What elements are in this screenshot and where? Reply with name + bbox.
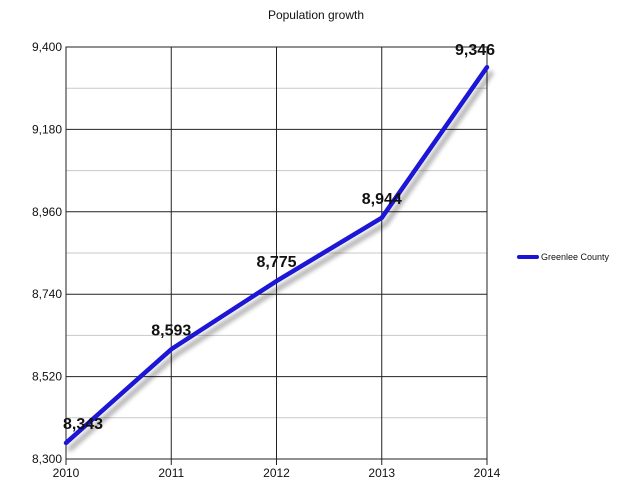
y-tick-label: 9,180 bbox=[32, 122, 62, 136]
x-axis: 2010 2011 2012 2013 2014 bbox=[53, 459, 501, 480]
x-tick-label: 2014 bbox=[474, 466, 501, 480]
x-tick-label: 2010 bbox=[53, 466, 80, 480]
data-label: 9,346 bbox=[455, 42, 495, 59]
y-tick-label: 8,300 bbox=[32, 452, 62, 466]
y-tick-label: 8,520 bbox=[32, 370, 62, 384]
chart-title: Population growth bbox=[268, 8, 364, 22]
legend: Greenlee County bbox=[517, 252, 610, 262]
series-line bbox=[63, 64, 490, 446]
x-tick-label: 2011 bbox=[158, 466, 184, 480]
y-axis: 8,300 8,520 8,740 8,960 9,180 9,400 bbox=[32, 40, 62, 466]
legend-label: Greenlee County bbox=[541, 252, 610, 262]
data-label: 8,343 bbox=[63, 416, 103, 433]
series-greenlee-county bbox=[63, 64, 490, 446]
y-tick-label: 8,960 bbox=[32, 205, 62, 219]
data-labels: 8,343 8,593 8,775 8,944 9,346 bbox=[63, 42, 495, 433]
x-tick-label: 2013 bbox=[368, 466, 395, 480]
data-label: 8,775 bbox=[256, 254, 296, 271]
y-tick-label: 8,740 bbox=[32, 287, 62, 301]
grid-lines bbox=[66, 47, 487, 459]
data-label: 8,593 bbox=[151, 322, 191, 339]
x-tick-label: 2012 bbox=[263, 466, 290, 480]
data-label: 8,944 bbox=[362, 191, 402, 208]
y-tick-label: 9,400 bbox=[32, 40, 62, 54]
